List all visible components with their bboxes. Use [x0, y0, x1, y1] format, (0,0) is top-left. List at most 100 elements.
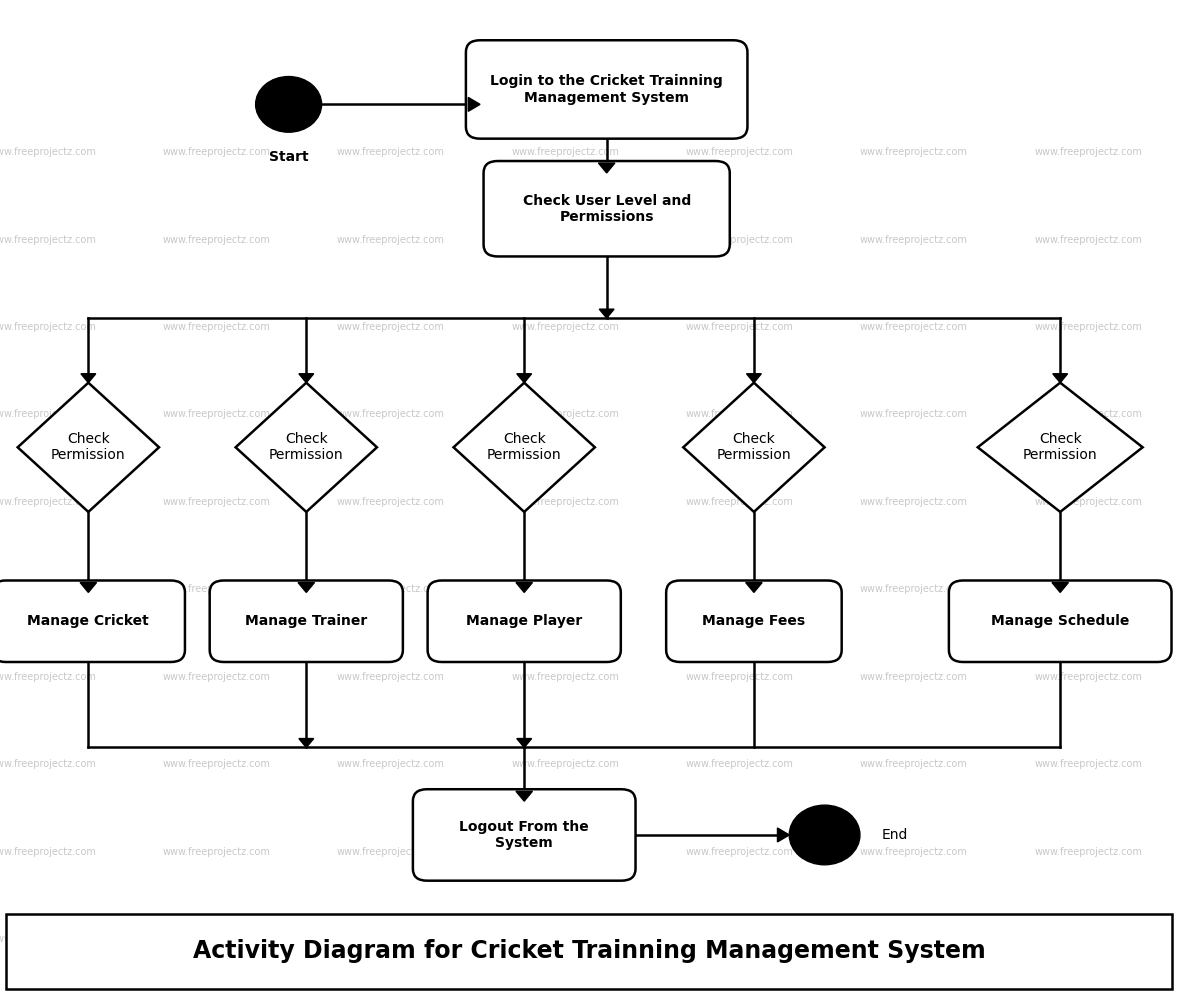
Polygon shape — [517, 739, 531, 747]
Text: Check
Permission: Check Permission — [716, 432, 792, 462]
Polygon shape — [978, 383, 1143, 512]
Text: www.freeprojectz.com: www.freeprojectz.com — [163, 497, 271, 507]
Text: www.freeprojectz.com: www.freeprojectz.com — [163, 410, 271, 419]
FancyBboxPatch shape — [667, 580, 841, 662]
Text: www.freeprojectz.com: www.freeprojectz.com — [337, 672, 445, 682]
Text: www.freeprojectz.com: www.freeprojectz.com — [511, 497, 620, 507]
Polygon shape — [516, 791, 532, 801]
Polygon shape — [299, 374, 313, 383]
Text: www.freeprojectz.com: www.freeprojectz.com — [511, 410, 620, 419]
FancyBboxPatch shape — [428, 580, 621, 662]
Text: www.freeprojectz.com: www.freeprojectz.com — [686, 759, 794, 769]
Text: www.freeprojectz.com: www.freeprojectz.com — [163, 759, 271, 769]
Text: www.freeprojectz.com: www.freeprojectz.com — [1034, 759, 1143, 769]
Text: Start: Start — [269, 150, 309, 164]
Text: www.freeprojectz.com: www.freeprojectz.com — [0, 322, 97, 332]
Text: www.freeprojectz.com: www.freeprojectz.com — [686, 235, 794, 245]
Text: www.freeprojectz.com: www.freeprojectz.com — [1034, 410, 1143, 419]
Text: www.freeprojectz.com: www.freeprojectz.com — [1034, 147, 1143, 157]
Text: www.freeprojectz.com: www.freeprojectz.com — [686, 584, 794, 594]
Circle shape — [256, 77, 322, 132]
Text: www.freeprojectz.com: www.freeprojectz.com — [1034, 497, 1143, 507]
FancyBboxPatch shape — [466, 40, 748, 138]
Text: www.freeprojectz.com: www.freeprojectz.com — [511, 322, 620, 332]
Text: www.freeprojectz.com: www.freeprojectz.com — [860, 147, 968, 157]
FancyBboxPatch shape — [210, 580, 403, 662]
Text: www.freeprojectz.com: www.freeprojectz.com — [511, 235, 620, 245]
Polygon shape — [516, 582, 532, 592]
Text: www.freeprojectz.com: www.freeprojectz.com — [163, 934, 271, 944]
Text: www.freeprojectz.com: www.freeprojectz.com — [860, 847, 968, 857]
Text: www.freeprojectz.com: www.freeprojectz.com — [686, 934, 794, 944]
Text: www.freeprojectz.com: www.freeprojectz.com — [686, 672, 794, 682]
Text: www.freeprojectz.com: www.freeprojectz.com — [686, 322, 794, 332]
Text: www.freeprojectz.com: www.freeprojectz.com — [0, 497, 97, 507]
Text: Manage Fees: Manage Fees — [702, 614, 806, 628]
Text: www.freeprojectz.com: www.freeprojectz.com — [860, 672, 968, 682]
Text: www.freeprojectz.com: www.freeprojectz.com — [0, 410, 97, 419]
Text: www.freeprojectz.com: www.freeprojectz.com — [337, 934, 445, 944]
Text: www.freeprojectz.com: www.freeprojectz.com — [860, 934, 968, 944]
Text: www.freeprojectz.com: www.freeprojectz.com — [337, 322, 445, 332]
Text: Check
Permission: Check Permission — [51, 432, 126, 462]
Text: www.freeprojectz.com: www.freeprojectz.com — [337, 235, 445, 245]
FancyBboxPatch shape — [483, 161, 729, 256]
Text: Check
Permission: Check Permission — [1023, 432, 1098, 462]
Text: Activity Diagram for Cricket Trainning Management System: Activity Diagram for Cricket Trainning M… — [193, 939, 985, 963]
Polygon shape — [298, 582, 315, 592]
Text: www.freeprojectz.com: www.freeprojectz.com — [0, 847, 97, 857]
Polygon shape — [600, 309, 614, 318]
Text: www.freeprojectz.com: www.freeprojectz.com — [0, 235, 97, 245]
Text: www.freeprojectz.com: www.freeprojectz.com — [1034, 672, 1143, 682]
Text: www.freeprojectz.com: www.freeprojectz.com — [163, 584, 271, 594]
Polygon shape — [81, 374, 95, 383]
Text: www.freeprojectz.com: www.freeprojectz.com — [511, 584, 620, 594]
Polygon shape — [454, 383, 595, 512]
Text: www.freeprojectz.com: www.freeprojectz.com — [511, 847, 620, 857]
Polygon shape — [747, 374, 761, 383]
Text: Manage Player: Manage Player — [466, 614, 582, 628]
Text: www.freeprojectz.com: www.freeprojectz.com — [511, 147, 620, 157]
Text: www.freeprojectz.com: www.freeprojectz.com — [0, 934, 97, 944]
Text: www.freeprojectz.com: www.freeprojectz.com — [163, 235, 271, 245]
Text: Check User Level and
Permissions: Check User Level and Permissions — [523, 194, 690, 224]
Text: www.freeprojectz.com: www.freeprojectz.com — [337, 410, 445, 419]
Text: www.freeprojectz.com: www.freeprojectz.com — [511, 934, 620, 944]
Text: www.freeprojectz.com: www.freeprojectz.com — [860, 410, 968, 419]
Text: www.freeprojectz.com: www.freeprojectz.com — [860, 322, 968, 332]
Text: www.freeprojectz.com: www.freeprojectz.com — [0, 672, 97, 682]
Text: Check
Permission: Check Permission — [269, 432, 344, 462]
FancyBboxPatch shape — [0, 580, 185, 662]
Polygon shape — [80, 582, 97, 592]
Text: www.freeprojectz.com: www.freeprojectz.com — [163, 322, 271, 332]
Text: www.freeprojectz.com: www.freeprojectz.com — [163, 147, 271, 157]
Polygon shape — [1052, 582, 1068, 592]
Polygon shape — [18, 383, 159, 512]
FancyBboxPatch shape — [949, 580, 1171, 662]
Text: www.freeprojectz.com: www.freeprojectz.com — [163, 672, 271, 682]
Text: Manage Schedule: Manage Schedule — [991, 614, 1130, 628]
Text: www.freeprojectz.com: www.freeprojectz.com — [860, 584, 968, 594]
Polygon shape — [1053, 374, 1067, 383]
Text: www.freeprojectz.com: www.freeprojectz.com — [337, 759, 445, 769]
Polygon shape — [746, 582, 762, 592]
Text: www.freeprojectz.com: www.freeprojectz.com — [511, 672, 620, 682]
Polygon shape — [517, 374, 531, 383]
Text: www.freeprojectz.com: www.freeprojectz.com — [686, 147, 794, 157]
FancyBboxPatch shape — [412, 789, 636, 881]
Text: www.freeprojectz.com: www.freeprojectz.com — [860, 759, 968, 769]
Text: www.freeprojectz.com: www.freeprojectz.com — [686, 410, 794, 419]
Text: www.freeprojectz.com: www.freeprojectz.com — [337, 847, 445, 857]
Polygon shape — [777, 828, 789, 842]
Text: www.freeprojectz.com: www.freeprojectz.com — [0, 147, 97, 157]
Text: Logout From the
System: Logout From the System — [459, 820, 589, 850]
Text: www.freeprojectz.com: www.freeprojectz.com — [1034, 584, 1143, 594]
Text: www.freeprojectz.com: www.freeprojectz.com — [1034, 934, 1143, 944]
Circle shape — [789, 805, 860, 865]
Text: Manage Trainer: Manage Trainer — [245, 614, 368, 628]
Text: www.freeprojectz.com: www.freeprojectz.com — [337, 147, 445, 157]
Text: Manage Cricket: Manage Cricket — [27, 614, 150, 628]
Polygon shape — [468, 97, 481, 111]
Text: Check
Permission: Check Permission — [487, 432, 562, 462]
Text: www.freeprojectz.com: www.freeprojectz.com — [860, 235, 968, 245]
